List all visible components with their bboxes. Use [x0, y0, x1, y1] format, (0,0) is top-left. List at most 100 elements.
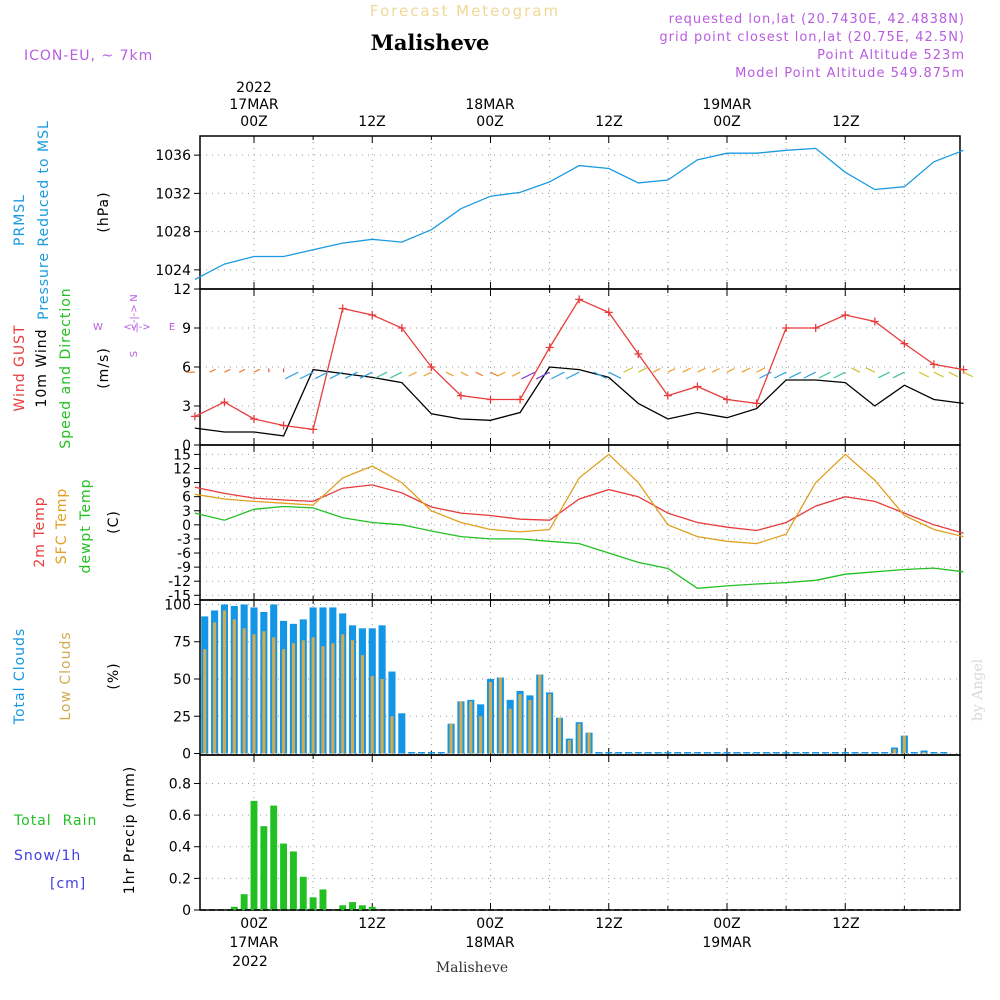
bottom-year: 2022 [232, 954, 268, 970]
low-cloud-bar [892, 749, 897, 754]
point-altitude: Point Altitude 523m [817, 48, 965, 63]
y-tick-label: 100 [164, 597, 191, 613]
total-cloud-bar [821, 752, 830, 754]
gust-marker [190, 412, 199, 421]
gust-marker [752, 399, 761, 408]
rain-bar [230, 906, 238, 910]
wind-arrow [788, 371, 802, 379]
bottom-date-18mar: 18MAR [465, 935, 514, 951]
y-tick-label: -15 [168, 588, 191, 604]
low-cloud-bar [203, 649, 207, 754]
gust-marker [870, 317, 879, 326]
total-cloud-bar [427, 752, 435, 754]
y-tick-label: 1036 [155, 148, 191, 164]
wind-panel: 0 3 6 9 12 [173, 282, 973, 454]
gust-marker [604, 308, 613, 317]
wind-arrow [833, 371, 846, 379]
gust-marker [338, 304, 347, 313]
total-cloud-bar [723, 752, 731, 754]
y-tick-label: 12 [173, 461, 191, 477]
total-cloud-bar [605, 752, 613, 754]
low-cloud-bar [242, 628, 246, 754]
compass-e: E [169, 322, 175, 333]
gust-marker [693, 382, 702, 391]
compass-rose: N <-|-> S W <-|-> E [93, 294, 175, 357]
panel-frame [199, 135, 961, 290]
y-tick-label: 9 [182, 476, 191, 492]
rain-bar [349, 902, 356, 910]
wind-arrow [818, 371, 831, 379]
y-tick-label: 0.6 [169, 808, 191, 824]
temp-2m-line [194, 484, 964, 534]
total-cloud-bar [772, 752, 780, 754]
wind-arrow [209, 368, 216, 373]
pressure-label-1: PRMSL [12, 194, 28, 246]
gust-marker [456, 391, 465, 400]
y-tick-label: 75 [173, 635, 191, 651]
total-cloud-bar [595, 752, 603, 754]
top-hour-4: 12Z [595, 114, 622, 130]
total-cloud-bar [388, 671, 396, 754]
total-cloud-bar [644, 752, 652, 754]
total-cloud-bar [802, 752, 810, 754]
gust-marker [841, 311, 850, 319]
wind-arrow [551, 371, 565, 380]
wind-arrow [238, 368, 246, 373]
wind-arrow [623, 367, 633, 373]
gust-marker [279, 421, 288, 430]
total-cloud-bar [940, 752, 948, 754]
rain-bar [299, 876, 307, 910]
wind-arrow [652, 368, 661, 373]
rain-bar [250, 800, 258, 910]
wind-arrow [948, 371, 959, 378]
low-cloud-bar [370, 676, 374, 754]
low-cloud-bar [902, 735, 906, 754]
y-tick-label: 6 [182, 490, 191, 506]
top-hour-3: 00Z [476, 114, 503, 130]
top-date-18mar: 18MAR [465, 97, 514, 113]
top-hour-2: 12Z [358, 114, 385, 130]
precip-label-snow: Snow/1h [14, 848, 81, 864]
gust-marker [397, 324, 406, 332]
low-cloud-bar [567, 740, 571, 754]
bottom-hour-1: 00Z [240, 916, 267, 932]
bottom-date-17mar: 17MAR [229, 935, 278, 951]
total-cloud-bar [684, 752, 692, 754]
y-tick-label: 0 [182, 518, 191, 534]
y-tick-label: -12 [168, 574, 191, 590]
y-tick-label: 1032 [155, 186, 191, 202]
wind-arrow [773, 371, 787, 379]
y-tick-label: 0 [182, 903, 191, 919]
total-cloud-bar [851, 752, 859, 754]
wind-arrow [496, 371, 506, 377]
y-tick-label: 9 [182, 321, 191, 337]
wind-arrow [490, 371, 498, 377]
total-cloud-bar [654, 752, 662, 754]
low-cloud-bar [222, 610, 227, 754]
total-cloud-bar [693, 752, 701, 754]
wind-arrow [741, 367, 751, 373]
y-tick-label: 25 [173, 709, 191, 725]
rain-bar [289, 851, 297, 910]
total-cloud-bar [398, 713, 406, 754]
rain-bar [270, 805, 278, 910]
total-cloud-bar [753, 752, 761, 754]
low-cloud-bar [449, 723, 453, 754]
wind-label-1: Wind GUST [12, 324, 28, 411]
location-title: Malisheve [371, 30, 490, 55]
gust-marker [427, 363, 436, 371]
wind-arrow [850, 367, 861, 373]
y-tick-label: 1028 [155, 225, 191, 241]
low-cloud-bar [459, 701, 463, 754]
y-tick-label: 12 [173, 282, 191, 298]
wind-arrow [608, 371, 622, 379]
wind-arrow [359, 371, 373, 379]
gust-marker [663, 391, 672, 400]
wind-arrow [375, 371, 388, 379]
total-cloud-bar [713, 752, 721, 754]
wind-arrow [344, 371, 358, 379]
wind-arrow [408, 371, 417, 377]
y-tick-label: -6 [177, 546, 191, 562]
compass-arrows-h: <-|-> [123, 322, 150, 333]
